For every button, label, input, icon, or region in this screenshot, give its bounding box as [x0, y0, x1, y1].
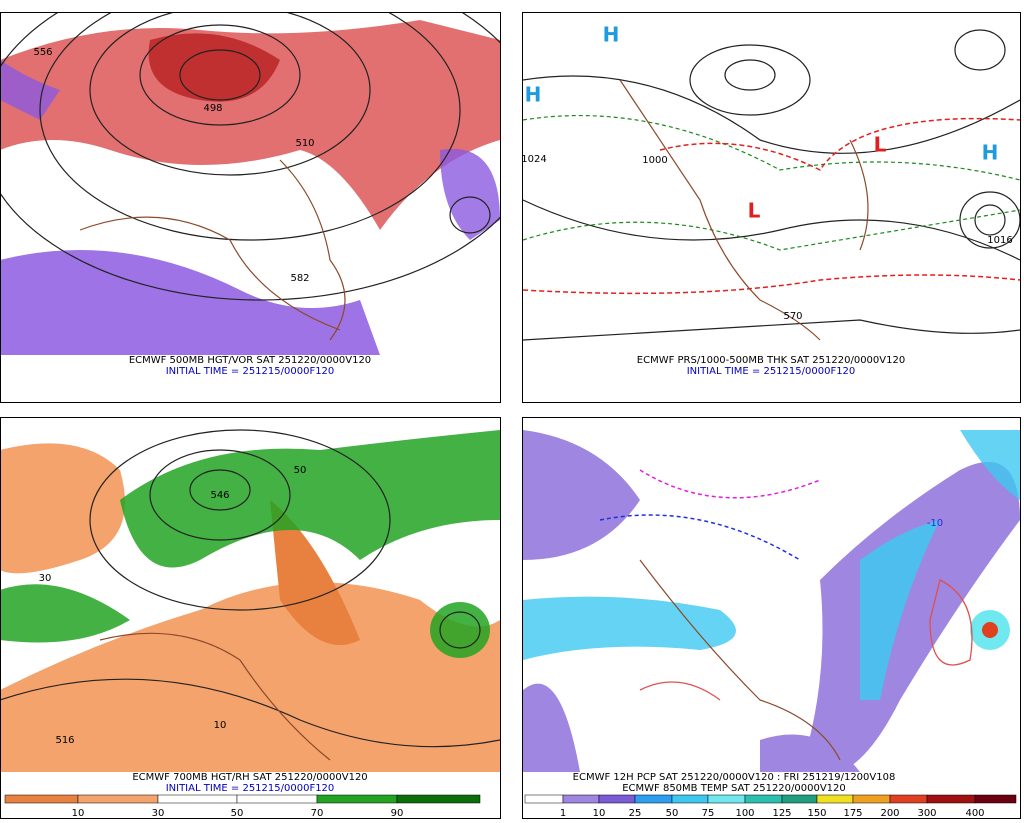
pressure-center: L [874, 133, 887, 157]
colorbar-label: 300 [917, 808, 936, 819]
contour-label: 516 [55, 735, 74, 746]
pressure-center: H [525, 83, 542, 107]
contour-label: -10 [927, 518, 943, 529]
pressure-center: H [982, 141, 999, 165]
contour-label: 582 [290, 273, 309, 284]
colorbar-segment [524, 794, 564, 804]
colorbar-label: 50 [666, 808, 679, 819]
contour-label: 510 [295, 138, 314, 149]
panel-caption: ECMWF 700MB HGT/RH SAT 251220/0000V120 [132, 772, 367, 783]
colorbar-label: 125 [772, 808, 791, 819]
colorbar-segment [744, 794, 783, 804]
colorbar-segment [671, 794, 709, 804]
contour-label: 556 [33, 47, 52, 58]
contour-label: 570 [783, 311, 802, 322]
pressure-center: L [748, 199, 761, 223]
colorbar-segment [816, 794, 854, 804]
colorbar-label: 1 [560, 808, 566, 819]
colorbar-label: 30 [152, 808, 165, 819]
panel-caption: ECMWF 12H PCP SAT 251220/0000V120 : FRI … [573, 772, 896, 783]
colorbar-segment [396, 794, 481, 804]
colorbar-label: 70 [311, 808, 324, 819]
map-700mb [1, 428, 500, 772]
map-precip [523, 428, 1020, 772]
colorbar-label: 200 [880, 808, 899, 819]
colorbar-segment [707, 794, 746, 804]
colorbar-label: 90 [391, 808, 404, 819]
map-slp [523, 13, 1020, 355]
contour-label: 1000 [642, 155, 667, 166]
colorbar-label: 10 [72, 808, 85, 819]
colorbar-segment [157, 794, 238, 804]
colorbar-label: 50 [231, 808, 244, 819]
panel-caption: ECMWF 500MB HGT/VOR SAT 251220/0000V120 [129, 355, 371, 366]
contour-label: 546 [210, 490, 229, 501]
colorbar-segment [236, 794, 318, 804]
colorbar-segment [4, 794, 79, 804]
pressure-center: H [603, 23, 620, 47]
colorbar-segment [316, 794, 398, 804]
panel-frame [0, 12, 501, 403]
contour-label: 1016 [987, 235, 1012, 246]
colorbar-segment [634, 794, 673, 804]
colorbar-segment [852, 794, 891, 804]
colorbar-segment [889, 794, 928, 804]
colorbar-segment [598, 794, 636, 804]
initial-time: INITIAL TIME = 251215/0000F120 [687, 366, 856, 377]
initial-time: INITIAL TIME = 251215/0000F120 [166, 366, 335, 377]
colorbar-segment [562, 794, 600, 804]
panel-frame [522, 12, 1021, 403]
colorbar-label: 100 [735, 808, 754, 819]
contour-label: 50 [294, 465, 307, 476]
colorbar-label: 150 [807, 808, 826, 819]
contour-label: 498 [203, 103, 222, 114]
contour-label: 10 [214, 720, 227, 731]
colorbar-segment [926, 794, 976, 804]
colorbar-label: 400 [965, 808, 984, 819]
colorbar-label: 25 [629, 808, 642, 819]
panel-subcaption: ECMWF 850MB TEMP SAT 251220/0000V120 [622, 783, 846, 794]
colorbar-label: 10 [593, 808, 606, 819]
contour-label: 30 [39, 573, 52, 584]
panel-caption: ECMWF PRS/1000-500MB THK SAT 251220/0000… [637, 355, 905, 366]
colorbar-label: 75 [702, 808, 715, 819]
initial-time: INITIAL TIME = 251215/0000F120 [166, 783, 335, 794]
colorbar-segment [974, 794, 1017, 804]
colorbar-segment [781, 794, 818, 804]
map-500mb [1, 13, 500, 355]
contour-label: 1024 [521, 154, 546, 165]
colorbar-segment [77, 794, 159, 804]
colorbar-label: 175 [843, 808, 862, 819]
